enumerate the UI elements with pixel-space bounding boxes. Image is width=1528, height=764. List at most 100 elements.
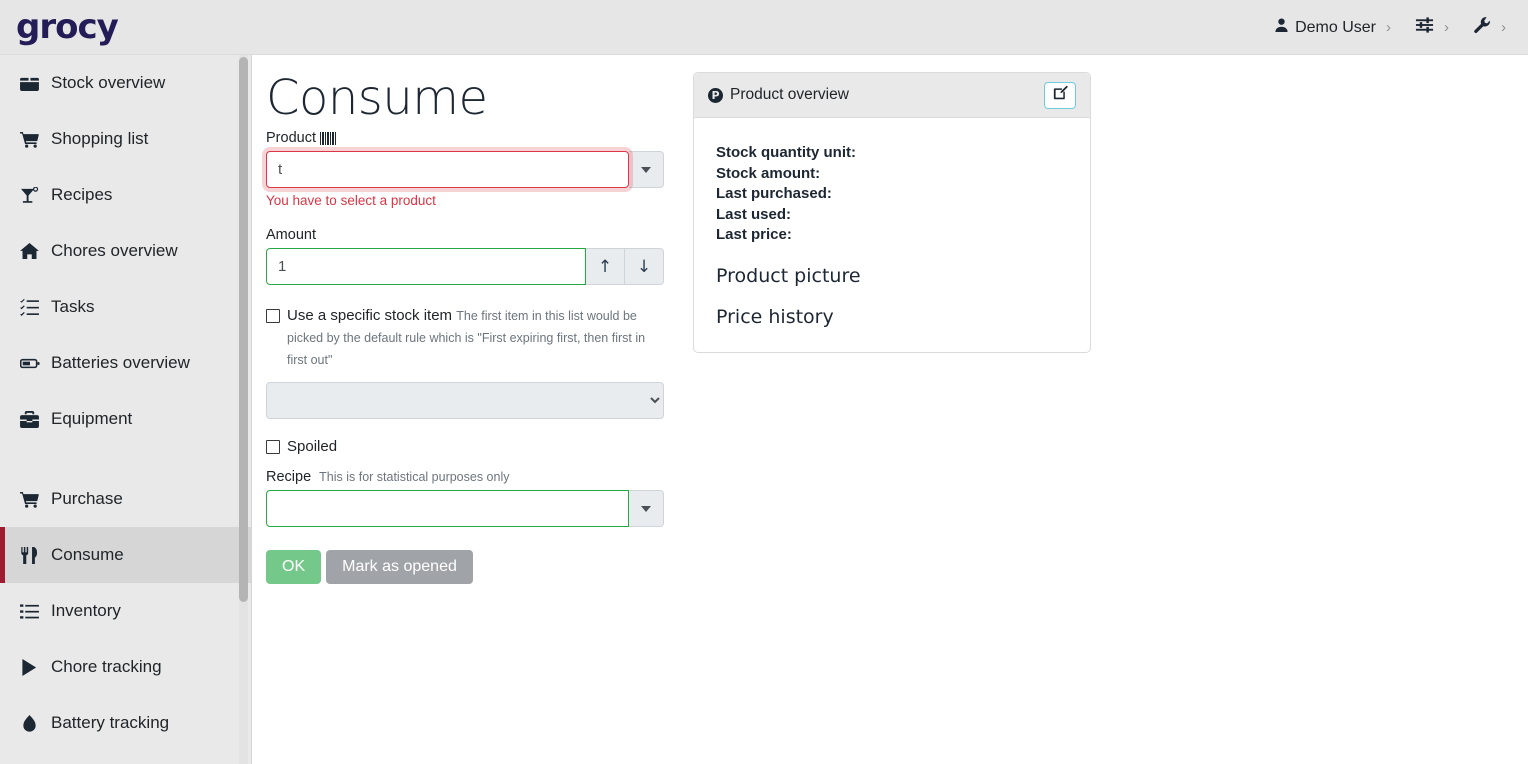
sidebar-item-chores-overview[interactable]: Chores overview [0, 223, 251, 279]
settings-menu-chevron-icon[interactable]: › [1444, 19, 1449, 36]
sidebar-item-label: Recipes [51, 185, 113, 204]
sidebar-divider [0, 447, 251, 471]
sidebar-item-stock-overview[interactable]: Stock overview [0, 55, 251, 111]
sidebar-item-chore-tracking[interactable]: Chore tracking [0, 639, 251, 695]
main-content: Consume Product You have to select a pro… [253, 55, 1528, 764]
product-dropdown-button[interactable] [629, 151, 664, 188]
amount-input-group: ↑ ↓ [266, 248, 664, 285]
edit-product-button[interactable] [1044, 81, 1076, 109]
amount-label-row: Amount [266, 227, 666, 243]
page-title: Consume [266, 70, 488, 126]
spoiled-row: Spoiled [266, 436, 666, 457]
form-actions: OK Mark as opened [266, 550, 666, 584]
user-menu-group: Demo User › [1264, 0, 1405, 55]
ok-button[interactable]: OK [266, 550, 322, 584]
product-label: Product [266, 130, 316, 146]
sidebar-item-purchase[interactable]: Purchase [0, 471, 251, 527]
user-icon [1274, 17, 1289, 38]
utensils-icon [20, 546, 42, 564]
last-used-label: Last used: [716, 205, 792, 223]
product-overview-card-body: Stock quantity unit: Stock amount: Last … [694, 118, 1090, 352]
stock-amount-row: Stock amount: [716, 164, 1068, 185]
price-history-heading: Price history [716, 305, 834, 328]
sidebar-item-batteries-overview[interactable]: Batteries overview [0, 335, 251, 391]
recipe-input-group [266, 490, 664, 527]
spoiled-label: Spoiled [287, 438, 338, 455]
sidebar-item-label: Inventory [51, 601, 121, 620]
arrow-up-icon: ↑ [597, 256, 613, 277]
app-logo[interactable]: grocy [16, 7, 119, 47]
sidebar-item-label: Battery tracking [51, 713, 170, 732]
product-overview-title: Product overview [730, 86, 849, 103]
edit-icon [1053, 85, 1068, 105]
battery-icon [20, 355, 42, 372]
product-label-row: Product [266, 130, 666, 146]
consume-form: Product You have to select a product Amo… [266, 130, 666, 584]
stock-entry-select-wrap [266, 382, 666, 419]
cocktail-icon [20, 186, 42, 204]
amount-label: Amount [266, 227, 316, 243]
spoiled-checkbox[interactable] [266, 440, 280, 454]
top-nav: Demo User › › [1264, 0, 1520, 55]
sidebar-item-label: Consume [51, 545, 124, 564]
product-circle-icon: P [708, 87, 723, 103]
product-error-message: You have to select a product [266, 193, 436, 208]
mark-as-opened-button[interactable]: Mark as opened [326, 550, 473, 584]
stock-quantity-unit-label: Stock quantity unit: [716, 144, 856, 161]
sidebar-item-consume[interactable]: Consume [0, 527, 251, 583]
sidebar-item-label: Chore tracking [51, 657, 162, 676]
sidebar-item-tasks[interactable]: Tasks [0, 279, 251, 335]
sidebar-scrollbar-thumb[interactable] [239, 57, 248, 602]
sidebar-item-label: Shopping list [51, 129, 149, 148]
play-icon [20, 658, 42, 676]
last-purchased-label: Last purchased: [716, 185, 832, 202]
sidebar-item-equipment[interactable]: Equipment [0, 391, 251, 447]
last-used-row: Last used: [716, 205, 1068, 226]
amount-increase-button[interactable]: ↑ [586, 248, 625, 285]
box-icon [20, 75, 42, 92]
sidebar-item-battery-tracking[interactable]: Battery tracking [0, 695, 251, 751]
wrench-icon [1473, 16, 1491, 39]
top-bar: grocy Demo User › [0, 0, 1528, 55]
home-icon [20, 242, 42, 260]
amount-decrease-button[interactable]: ↓ [625, 248, 664, 285]
product-input[interactable] [266, 151, 629, 188]
product-picture-heading: Product picture [716, 264, 861, 287]
sidebar-item-label: Batteries overview [51, 353, 190, 372]
recipe-input[interactable] [266, 490, 629, 527]
flame-icon [20, 714, 42, 732]
arrow-down-icon: ↓ [636, 256, 652, 277]
chevron-down-icon [641, 166, 651, 173]
recipe-label-row: Recipe This is for statistical purposes … [266, 469, 666, 485]
product-overview-card-header: P Product overview [694, 73, 1090, 118]
user-name: Demo User [1295, 18, 1376, 36]
specific-stock-item-label: Use a specific stock item [287, 307, 453, 324]
specific-stock-item-text: Use a specific stock item The first item… [287, 305, 666, 371]
sidebar-item-label: Equipment [51, 409, 133, 428]
stock-entry-select[interactable] [266, 382, 664, 419]
recipe-label: Recipe [266, 469, 312, 485]
user-menu-link[interactable]: Demo User [1268, 17, 1382, 38]
barcode-icon[interactable] [319, 131, 336, 145]
last-price-row: Last price: [716, 225, 1068, 246]
product-overview-card: P Product overview Stock quantity unit: … [693, 72, 1091, 353]
sliders-icon [1415, 16, 1434, 39]
cart-icon [20, 491, 42, 508]
amount-input[interactable] [266, 248, 586, 285]
sidebar-item-inventory[interactable]: Inventory [0, 583, 251, 639]
specific-stock-item-checkbox[interactable] [266, 309, 280, 323]
tools-menu-link[interactable] [1467, 16, 1497, 39]
sidebar-item-recipes[interactable]: Recipes [0, 167, 251, 223]
cart-icon [20, 131, 42, 148]
last-purchased-row: Last purchased: [716, 184, 1068, 205]
product-input-group [266, 151, 664, 188]
chevron-down-icon [641, 505, 651, 512]
user-menu-chevron-icon[interactable]: › [1386, 19, 1391, 36]
recipe-dropdown-button[interactable] [629, 490, 664, 527]
sidebar-item-shopping-list[interactable]: Shopping list [0, 111, 251, 167]
last-price-label: Last price: [716, 226, 792, 243]
settings-menu-link[interactable] [1409, 16, 1440, 39]
tools-menu-chevron-icon[interactable]: › [1501, 19, 1506, 36]
stock-amount-label: Stock amount: [716, 164, 821, 182]
sidebar-item-label: Purchase [51, 489, 123, 508]
